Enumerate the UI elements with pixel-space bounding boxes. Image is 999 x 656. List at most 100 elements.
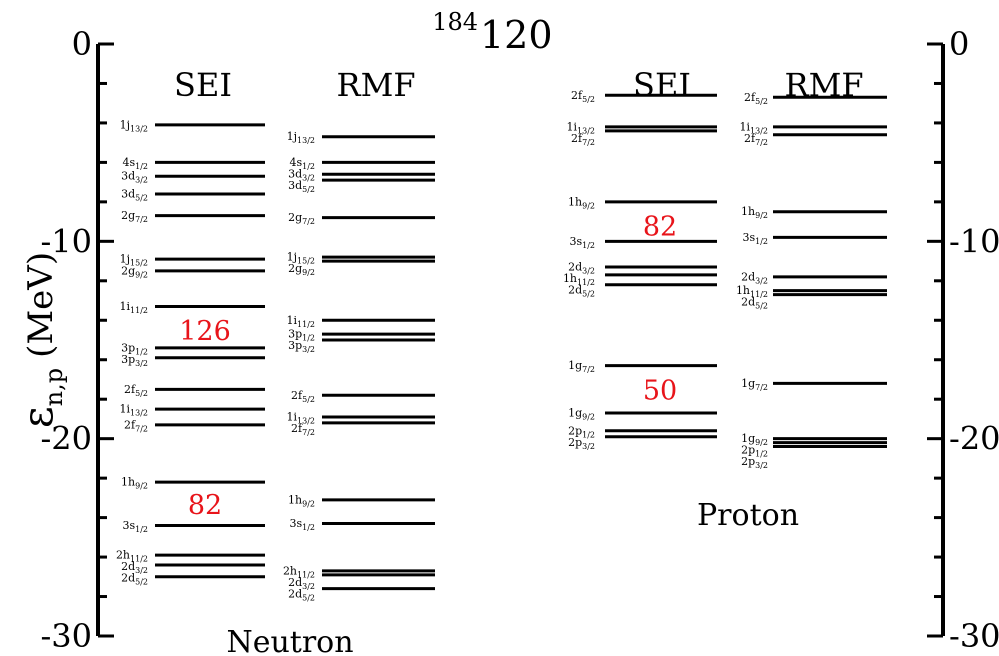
level-j: 5/2 <box>755 97 768 106</box>
level-j: 5/2 <box>302 395 315 404</box>
level-state: 2d <box>741 296 755 309</box>
level-j: 9/2 <box>582 201 595 210</box>
neutron-rmf-level-label: 2h11/2 <box>283 564 315 579</box>
proton-rmf-level-label: 2d5/2 <box>741 296 768 311</box>
level-state: 4s <box>122 156 135 169</box>
level-state: 2f <box>291 389 303 402</box>
y-axis-symbol: ε <box>13 406 62 428</box>
level-j: 1/2 <box>755 237 768 246</box>
axes: 0 -10 -20 -30 0 -10 -20 -30 εn,p (MeV) <box>13 25 999 655</box>
level-state: 2g <box>121 209 135 222</box>
level-state: 2d <box>288 587 302 600</box>
neutron-magic-number: 82 <box>188 490 222 521</box>
level-state: 3p <box>121 353 135 366</box>
level-j: 11/2 <box>577 278 595 287</box>
neutron-rmf-level-label: 3p1/2 <box>288 328 315 343</box>
level-j: 9/2 <box>302 268 315 277</box>
proton-rmf-level-label: 1g7/2 <box>741 377 768 392</box>
neutron-sei-level-label: 2g9/2 <box>121 264 148 279</box>
level-j: 13/2 <box>297 136 315 145</box>
neutron-sei-level-label: 2f5/2 <box>124 383 148 398</box>
level-j: 1/2 <box>135 525 148 534</box>
level-j: 1/2 <box>582 241 595 250</box>
level-state: 1h <box>741 205 755 218</box>
level-j: 3/2 <box>755 461 768 470</box>
proton-rmf-header: RMF <box>784 66 863 104</box>
level-j: 9/2 <box>302 499 315 508</box>
proton-rmf-level-label: 1h11/2 <box>736 284 768 299</box>
neutron-sei-level-label: 3d3/2 <box>121 170 148 185</box>
level-state: 2d <box>568 283 582 296</box>
level-state: 1i <box>567 120 578 133</box>
right-axis-tick-label: -30 <box>949 617 999 655</box>
level-j: 1/2 <box>135 347 148 356</box>
level-state: 1j <box>287 130 297 143</box>
level-state: 2f <box>571 89 583 102</box>
neutron-rmf-level-label: 3d5/2 <box>288 179 315 194</box>
level-state: 1j <box>287 251 297 264</box>
neutron-sei-level-label: 1j13/2 <box>120 118 148 133</box>
proton-sei-header: SEI <box>633 66 691 104</box>
level-state: 3p <box>288 339 302 352</box>
level-state: 2g <box>288 262 302 275</box>
level-j: 9/2 <box>582 413 595 422</box>
level-j: 9/2 <box>755 438 768 447</box>
neutron-sei-level-label: 3p1/2 <box>121 341 148 356</box>
proton-sei-level-label: 1h9/2 <box>568 195 595 210</box>
level-j: 13/2 <box>130 409 148 418</box>
level-j: 13/2 <box>750 126 768 135</box>
level-j: 11/2 <box>297 570 315 579</box>
level-j: 7/2 <box>582 365 595 374</box>
level-state: 2h <box>283 564 297 577</box>
proton-sei-level-label: 1g7/2 <box>568 359 595 374</box>
neutron-rmf-level-label: 1j15/2 <box>287 251 315 266</box>
neutron-magic-number: 126 <box>179 316 231 347</box>
neutron-rmf-level-label: 1i13/2 <box>287 410 316 425</box>
level-j: 5/2 <box>755 302 768 311</box>
level-state: 1h <box>563 272 577 285</box>
level-j: 7/2 <box>135 215 148 224</box>
proton-sei-level-label: 2f7/2 <box>571 132 595 147</box>
level-j: 3/2 <box>135 359 148 368</box>
level-state: 3d <box>121 170 135 183</box>
level-state: 3d <box>288 179 302 192</box>
level-j: 9/2 <box>755 211 768 220</box>
level-j: 3/2 <box>135 176 148 185</box>
labels: SEI1j13/24s1/23d3/23d5/22g7/21j15/22g9/2… <box>116 66 864 656</box>
level-j: 3/2 <box>582 442 595 451</box>
neutron-sei-level-label: 3s1/2 <box>122 519 148 534</box>
proton-sei-level-label: 2f5/2 <box>571 89 595 104</box>
neutron-sei-header: SEI <box>174 66 232 104</box>
level-state: 3s <box>742 231 755 244</box>
neutron-rmf-level-label: 3s1/2 <box>289 517 315 532</box>
level-state: 2p <box>568 436 582 449</box>
left-axis-tick-label: -20 <box>40 420 92 458</box>
title-element-number: 120 <box>480 13 553 57</box>
neutron-rmf-level-label: 2f7/2 <box>291 422 315 437</box>
level-j: 15/2 <box>297 257 315 266</box>
level-j: 5/2 <box>582 95 595 104</box>
neutron-sei-level-label: 1i13/2 <box>120 403 149 418</box>
level-j: 5/2 <box>135 578 148 587</box>
neutron-sei-level-label: 1h9/2 <box>121 476 148 491</box>
level-state: 2p <box>741 455 755 468</box>
proton-sei-level-label: 3s1/2 <box>569 235 595 250</box>
neutron-rmf-level-label: 3d3/2 <box>288 168 315 183</box>
neutron-sei-level-label: 1j15/2 <box>120 253 148 268</box>
level-j: 3/2 <box>582 266 595 275</box>
level-j: 7/2 <box>582 138 595 147</box>
right-axis-tick-label: -10 <box>949 222 999 260</box>
neutron-rmf-level-label: 3p3/2 <box>288 339 315 354</box>
level-state: 1i <box>120 300 131 313</box>
level-j: 7/2 <box>302 217 315 226</box>
level-j: 1/2 <box>302 162 315 171</box>
level-j: 9/2 <box>135 270 148 279</box>
neutron-sei-level-label: 2g7/2 <box>121 209 148 224</box>
level-state: 1i <box>740 120 751 133</box>
level-state: 3p <box>288 328 302 341</box>
level-state: 2p <box>568 424 582 437</box>
neutron-sei-level-label: 3p3/2 <box>121 353 148 368</box>
level-state: 1h <box>121 476 135 489</box>
level-j: 3/2 <box>302 582 315 591</box>
level-state: 2f <box>744 91 756 104</box>
